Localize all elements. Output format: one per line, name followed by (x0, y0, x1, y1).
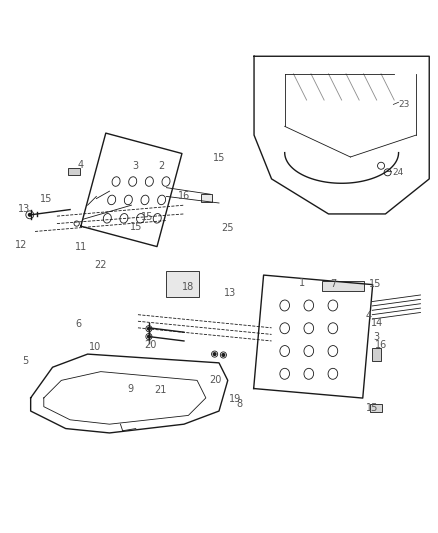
Text: 20: 20 (145, 341, 157, 350)
Text: 15: 15 (366, 402, 378, 413)
Text: 15: 15 (141, 212, 153, 222)
Text: 18: 18 (182, 282, 194, 292)
Bar (68, 168, 80, 174)
Bar (166, 271, 199, 297)
Text: 5: 5 (22, 356, 28, 366)
Text: 4: 4 (366, 311, 372, 320)
Text: 10: 10 (89, 342, 102, 352)
Bar (372, 348, 381, 361)
Bar (201, 194, 212, 201)
Text: 21: 21 (155, 385, 167, 395)
Bar (370, 405, 382, 413)
Text: 4: 4 (78, 160, 84, 170)
Text: 8: 8 (236, 399, 242, 409)
Text: 3: 3 (374, 332, 380, 342)
Text: 6: 6 (75, 319, 81, 329)
Text: 19: 19 (229, 394, 241, 404)
Text: 20: 20 (210, 375, 222, 385)
Text: 16: 16 (375, 341, 387, 350)
Text: 11: 11 (75, 242, 87, 252)
Text: 3: 3 (133, 161, 139, 171)
Text: 13: 13 (18, 204, 30, 214)
Text: 16: 16 (178, 191, 190, 201)
Text: 22: 22 (95, 260, 107, 270)
Circle shape (222, 354, 225, 356)
Text: 12: 12 (15, 240, 27, 251)
Text: 15: 15 (213, 153, 225, 163)
Circle shape (28, 214, 31, 216)
Text: 1: 1 (299, 278, 305, 288)
Circle shape (213, 353, 216, 356)
Text: 15: 15 (369, 279, 381, 289)
Text: 23: 23 (399, 100, 410, 109)
Bar (322, 281, 364, 290)
Text: 9: 9 (127, 384, 134, 394)
Text: 7: 7 (331, 279, 337, 289)
Text: 2: 2 (158, 161, 164, 171)
Text: 25: 25 (222, 223, 234, 233)
Text: 15: 15 (40, 193, 52, 204)
Circle shape (148, 335, 150, 338)
Text: 14: 14 (371, 318, 384, 328)
Text: 24: 24 (392, 168, 403, 177)
Circle shape (148, 327, 150, 330)
Text: 15: 15 (130, 222, 142, 232)
Text: 13: 13 (224, 288, 236, 298)
